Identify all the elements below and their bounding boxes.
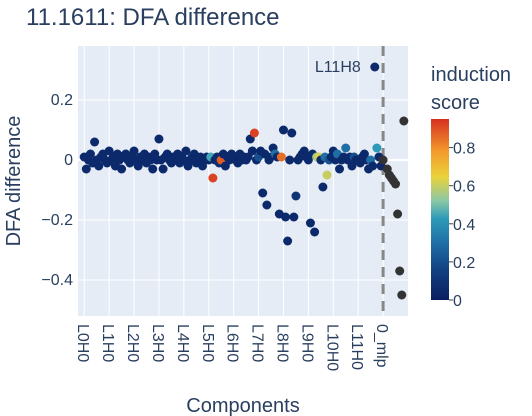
head-data-point xyxy=(368,161,378,171)
chart-title: 11.1611: DFA difference xyxy=(26,4,280,31)
head-data-point xyxy=(208,173,218,183)
annotation-label: L11H8 xyxy=(315,59,361,76)
head-data-point xyxy=(335,164,345,174)
x-tick-label: L3H0 xyxy=(149,324,166,362)
colorbar-tick-label: 0 xyxy=(453,293,462,310)
head-data-point xyxy=(278,125,288,135)
head-data-point xyxy=(289,212,299,222)
x-tick-label: L4H0 xyxy=(174,324,191,362)
x-tick-label: L6H0 xyxy=(224,324,241,362)
x-tick-label: L9H0 xyxy=(298,324,315,362)
y-axis-title: DFA difference xyxy=(3,116,25,247)
y-tick-label: 0.2 xyxy=(51,92,73,109)
head-data-point xyxy=(249,128,259,138)
head-data-point xyxy=(90,137,100,147)
x-axis-title: Components xyxy=(186,395,299,416)
head-data-point xyxy=(158,164,168,174)
x-tick-label: L8H0 xyxy=(273,324,290,362)
colorbar-title-line-1: induction xyxy=(431,64,511,86)
mlp-data-point xyxy=(397,290,407,300)
mlp-data-point xyxy=(399,116,409,126)
colorbar-tick-label: 0.8 xyxy=(453,141,475,158)
head-data-point xyxy=(148,164,158,174)
head-data-point xyxy=(370,62,380,72)
x-tick-label: L11H0 xyxy=(348,324,365,370)
colorbar-tick-label: 0.6 xyxy=(453,179,475,196)
head-data-point xyxy=(154,134,164,144)
x-axis-ticks: L0H0 L1H0 L2H0 L3H0 L4H0 L5H0 L6H0 L7H0 L8H0 L9H0… xyxy=(74,324,390,371)
colorbar-gradient xyxy=(431,119,449,300)
head-data-point xyxy=(318,182,328,192)
head-data-point xyxy=(129,146,139,156)
head-data-point xyxy=(181,146,191,156)
x-tick-label: L7H0 xyxy=(249,324,266,362)
head-data-point xyxy=(262,200,272,210)
colorbar: induction score 0 0.2 0.4 0.6 0.8 xyxy=(431,64,511,310)
head-data-point xyxy=(283,236,293,246)
head-data-point xyxy=(94,161,104,171)
head-data-point xyxy=(310,227,320,237)
head-data-point xyxy=(372,143,382,153)
x-tick-label: 0_mlp xyxy=(373,324,390,368)
mlp-data-point xyxy=(391,179,401,189)
head-data-point xyxy=(81,164,91,174)
mlp-data-point xyxy=(393,209,403,219)
head-data-point xyxy=(85,149,95,159)
x-tick-label: L0H0 xyxy=(74,324,91,362)
mlp-data-point xyxy=(395,266,405,276)
y-tick-label: −0.4 xyxy=(41,272,73,289)
plot-area xyxy=(78,46,408,316)
head-data-point xyxy=(322,170,332,180)
head-data-point xyxy=(117,164,127,174)
head-data-point xyxy=(287,128,297,138)
head-data-point xyxy=(341,143,351,153)
colorbar-tick-label: 0.4 xyxy=(453,217,475,234)
colorbar-tick-label: 0.2 xyxy=(453,255,475,272)
mlp-data-point xyxy=(378,155,388,165)
head-data-point xyxy=(276,152,286,162)
head-data-point xyxy=(258,188,268,198)
x-tick-label: L1H0 xyxy=(99,324,116,362)
head-data-point xyxy=(281,212,291,222)
head-data-point xyxy=(305,218,315,228)
x-tick-label: L2H0 xyxy=(124,324,141,362)
colorbar-title-line-2: score xyxy=(431,92,480,114)
data-points xyxy=(79,62,409,300)
y-tick-label: 0 xyxy=(64,152,73,169)
x-tick-label: L5H0 xyxy=(199,324,216,362)
colorbar-ticks: 0 0.2 0.4 0.6 0.8 xyxy=(449,141,475,310)
head-data-point xyxy=(291,191,301,201)
y-tick-label: −0.2 xyxy=(41,212,73,229)
x-tick-label: L10H0 xyxy=(323,324,340,371)
head-data-point xyxy=(247,146,257,156)
y-axis-ticks: 0.2 0 −0.2 −0.4 xyxy=(41,92,73,289)
head-data-point xyxy=(285,155,295,165)
